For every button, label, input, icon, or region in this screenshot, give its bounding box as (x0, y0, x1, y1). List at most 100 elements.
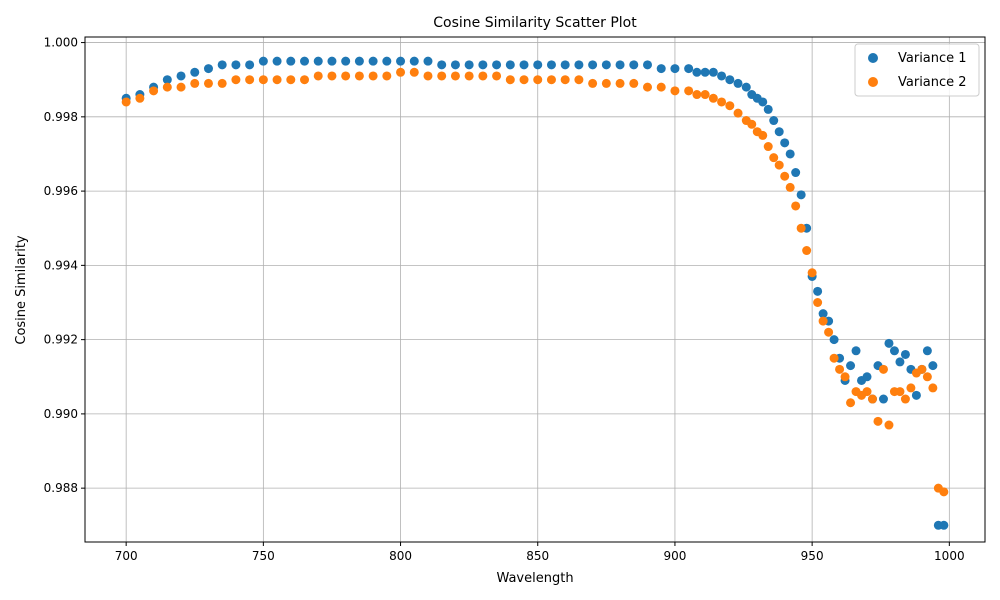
data-point-variance-1 (900, 349, 910, 359)
data-point-variance-1 (889, 346, 899, 356)
data-point-variance-1 (911, 390, 921, 400)
data-point-variance-2 (807, 268, 817, 278)
data-point-variance-1 (615, 60, 625, 70)
data-point-variance-2 (478, 71, 488, 81)
data-point-variance-1 (409, 56, 419, 66)
x-tick-label: 700 (115, 549, 138, 563)
data-point-variance-2 (733, 108, 743, 118)
data-point-variance-2 (700, 90, 710, 100)
data-point-variance-1 (813, 286, 823, 296)
data-point-variance-1 (203, 64, 213, 74)
data-point-variance-1 (741, 82, 751, 92)
data-point-variance-2 (231, 75, 241, 85)
data-point-variance-1 (774, 127, 784, 137)
data-point-variance-1 (286, 56, 296, 66)
data-point-variance-1 (601, 60, 611, 70)
data-point-variance-2 (692, 90, 702, 100)
data-point-variance-1 (656, 64, 666, 74)
data-point-variance-1 (368, 56, 378, 66)
data-point-variance-1 (922, 346, 932, 356)
data-point-variance-1 (327, 56, 337, 66)
data-point-variance-2 (717, 97, 727, 107)
y-tick-label: 0.992 (44, 333, 78, 347)
data-point-variance-1 (846, 361, 856, 371)
data-point-variance-1 (478, 60, 488, 70)
data-point-variance-1 (629, 60, 639, 70)
data-point-variance-2 (162, 82, 172, 92)
data-point-variance-2 (769, 153, 779, 163)
data-point-variance-2 (763, 142, 773, 152)
data-point-variance-1 (354, 56, 364, 66)
data-point-variance-2 (656, 82, 666, 92)
data-point-variance-2 (574, 75, 584, 85)
data-point-variance-2 (917, 364, 927, 374)
data-point-variance-2 (464, 71, 474, 81)
legend: Variance 1 Variance 2 (854, 43, 980, 97)
data-point-variance-1 (758, 97, 768, 107)
series-variance-2 (121, 67, 949, 497)
data-point-variance-2 (423, 71, 433, 81)
data-point-variance-1 (272, 56, 282, 66)
data-point-variance-2 (121, 97, 131, 107)
data-point-variance-1 (796, 190, 806, 200)
data-point-variance-1 (643, 60, 652, 70)
data-point-variance-2 (327, 71, 337, 81)
x-axis-ticks: 700 750 800 850 900 950 1000 (115, 542, 965, 563)
data-point-variance-1 (423, 56, 433, 66)
data-point-variance-1 (231, 60, 241, 70)
x-tick-label: 800 (389, 549, 412, 563)
data-point-variance-1 (829, 335, 839, 345)
data-point-variance-1 (546, 60, 556, 70)
data-point-variance-2 (785, 182, 795, 192)
data-point-variance-1 (928, 361, 938, 371)
data-point-variance-2 (725, 101, 735, 111)
data-point-variance-2 (862, 387, 872, 397)
legend-marker-variance-1 (868, 53, 878, 63)
data-point-variance-2 (818, 316, 828, 326)
data-point-variance-1 (700, 67, 710, 77)
data-point-variance-1 (217, 60, 227, 70)
x-tick-label: 900 (663, 549, 686, 563)
data-point-variance-1 (258, 56, 268, 66)
data-point-variance-2 (670, 86, 680, 96)
data-point-variance-2 (835, 364, 845, 374)
data-point-variance-2 (396, 67, 406, 77)
y-axis-ticks: 0.988 0.990 0.992 0.994 0.996 0.998 1.000 (44, 36, 85, 495)
data-point-variance-2 (684, 86, 694, 96)
data-point-variance-2 (884, 420, 894, 430)
data-point-variance-2 (846, 398, 856, 408)
data-point-variance-1 (396, 56, 406, 66)
data-point-variance-1 (818, 309, 828, 319)
y-tick-label: 0.998 (44, 110, 78, 124)
data-point-variance-2 (791, 201, 801, 211)
data-point-variance-2 (758, 130, 768, 140)
data-point-variance-1 (560, 60, 570, 70)
data-point-variance-2 (906, 383, 916, 393)
data-point-variance-2 (450, 71, 460, 81)
data-point-variance-2 (258, 75, 268, 85)
data-point-variance-1 (190, 67, 200, 77)
data-point-variance-2 (505, 75, 515, 85)
data-point-variance-2 (354, 71, 364, 81)
data-point-variance-2 (245, 75, 255, 85)
data-point-variance-2 (601, 78, 611, 88)
data-point-variance-1 (884, 338, 894, 348)
data-point-variance-2 (708, 93, 718, 103)
data-point-variance-1 (464, 60, 474, 70)
data-point-variance-2 (217, 78, 227, 88)
data-point-variance-2 (190, 78, 200, 88)
data-point-variance-2 (747, 119, 757, 129)
data-point-variance-2 (796, 223, 806, 233)
data-point-variance-2 (560, 75, 570, 85)
data-point-variance-1 (574, 60, 584, 70)
y-tick-label: 1.000 (44, 36, 78, 50)
data-point-variance-2 (546, 75, 556, 85)
data-point-variance-2 (300, 75, 310, 85)
y-tick-label: 0.988 (44, 481, 78, 495)
data-point-variance-2 (135, 93, 145, 103)
data-point-variance-2 (409, 67, 419, 77)
y-tick-label: 0.996 (44, 184, 78, 198)
legend-marker-variance-2 (868, 77, 878, 87)
data-point-variance-2 (802, 246, 812, 256)
